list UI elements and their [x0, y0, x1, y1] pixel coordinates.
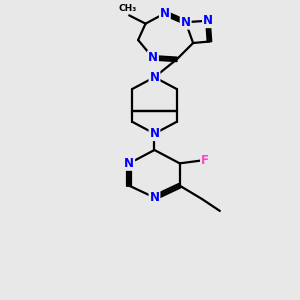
- Text: N: N: [149, 71, 160, 84]
- Text: F: F: [201, 154, 209, 167]
- Text: N: N: [181, 16, 191, 29]
- Text: N: N: [203, 14, 213, 27]
- Text: N: N: [160, 7, 170, 20]
- Text: N: N: [149, 127, 160, 140]
- Text: CH₃: CH₃: [118, 4, 137, 13]
- Text: N: N: [124, 157, 134, 170]
- Text: N: N: [149, 191, 160, 204]
- Text: N: N: [148, 51, 158, 64]
